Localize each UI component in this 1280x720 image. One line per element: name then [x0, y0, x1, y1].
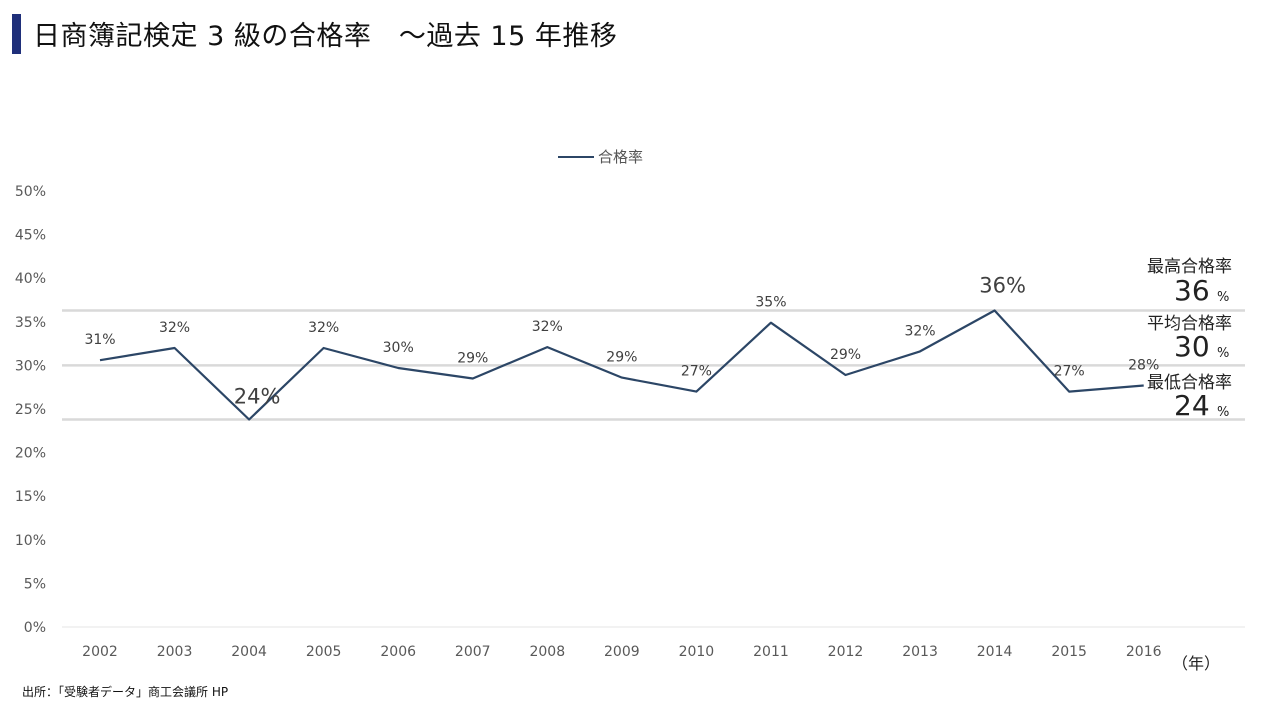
- stat-max-value: 36: [1174, 274, 1210, 307]
- stat-min-label: 最低合格率: [1147, 373, 1232, 393]
- y-tick-label: 40%: [15, 271, 46, 287]
- stat-avg-unit: %: [1217, 346, 1230, 361]
- x-tick-label: 2004: [231, 644, 267, 660]
- stat-max-label: 最高合格率: [1147, 257, 1232, 277]
- x-axis-unit-label: （年）: [1172, 654, 1221, 673]
- chart-legend: 合格率: [558, 146, 643, 167]
- stat-max-unit: %: [1217, 290, 1230, 305]
- x-tick-label: 2007: [455, 644, 491, 660]
- data-label: 32%: [308, 320, 339, 336]
- x-tick-label: 2003: [157, 644, 193, 660]
- y-tick-label: 0%: [24, 620, 46, 636]
- data-label: 28%: [1128, 357, 1159, 373]
- stat-avg-label: 平均合格率: [1147, 314, 1232, 334]
- data-label: 24%: [234, 384, 281, 408]
- data-label: 35%: [755, 295, 786, 311]
- y-tick-label: 10%: [15, 533, 46, 549]
- stat-min-unit: %: [1217, 405, 1230, 420]
- series-line-pass-rate: [99, 309, 1144, 421]
- y-tick-label: 50%: [15, 184, 46, 200]
- data-label: 29%: [830, 347, 861, 363]
- data-label: 32%: [532, 319, 563, 335]
- data-label: 29%: [457, 350, 488, 366]
- x-tick-label: 2015: [1051, 644, 1087, 660]
- data-label: 30%: [383, 340, 414, 356]
- y-tick-label: 5%: [24, 576, 46, 592]
- x-tick-label: 2008: [529, 644, 565, 660]
- x-tick-label: 2013: [902, 644, 938, 660]
- legend-label: 合格率: [598, 148, 644, 166]
- source-note: 出所：「受験者データ」商工会議所 HP: [22, 685, 229, 699]
- data-label: 32%: [159, 320, 190, 336]
- y-tick-label: 15%: [15, 489, 46, 505]
- y-tick-label: 45%: [15, 228, 46, 244]
- y-tick-label: 25%: [15, 402, 46, 418]
- x-tick-label: 2009: [604, 644, 640, 660]
- data-label: 29%: [606, 350, 637, 366]
- y-tick-label: 30%: [15, 358, 46, 374]
- x-tick-label: 2010: [679, 644, 715, 660]
- x-tick-label: 2002: [82, 644, 118, 660]
- data-label: 31%: [84, 332, 115, 348]
- x-tick-label: 2006: [380, 644, 416, 660]
- data-label: 27%: [681, 364, 712, 380]
- legend-line-swatch: [558, 155, 594, 158]
- stat-avg-value: 30: [1174, 330, 1210, 363]
- x-tick-label: 2014: [977, 644, 1013, 660]
- title-accent-bar: [12, 14, 21, 54]
- y-tick-label: 35%: [15, 315, 46, 331]
- x-tick-label: 2012: [828, 644, 864, 660]
- x-tick-label: 2005: [306, 644, 342, 660]
- x-tick-label: 2016: [1126, 644, 1162, 660]
- y-tick-label: 20%: [15, 446, 46, 462]
- data-label: 32%: [904, 323, 935, 339]
- page-title: 日商簿記検定 3 級の合格率 ～過去 15 年推移: [33, 21, 618, 52]
- data-label: 36%: [979, 273, 1026, 297]
- x-tick-label: 2011: [753, 644, 789, 660]
- data-label: 27%: [1054, 364, 1085, 380]
- stat-min-value: 24: [1174, 389, 1210, 422]
